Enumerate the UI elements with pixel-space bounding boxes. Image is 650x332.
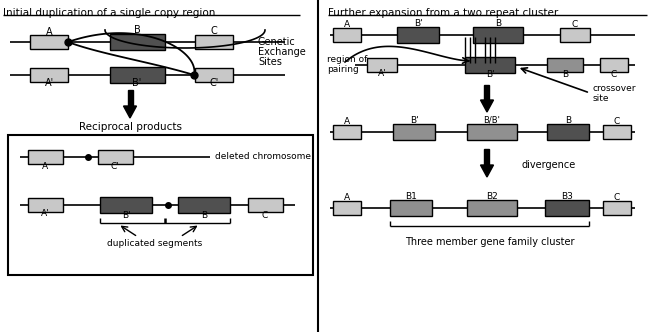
Bar <box>30 35 68 49</box>
Bar <box>465 57 515 73</box>
Bar <box>178 197 230 213</box>
Text: C: C <box>211 26 217 36</box>
Bar <box>110 34 165 50</box>
Bar <box>467 200 517 216</box>
Text: B': B' <box>122 210 130 219</box>
Text: Genetic: Genetic <box>258 37 296 47</box>
Bar <box>30 68 68 82</box>
Polygon shape <box>480 165 493 177</box>
Text: B: B <box>134 25 140 35</box>
Bar <box>484 85 489 100</box>
Text: A: A <box>344 193 350 202</box>
Text: C: C <box>614 117 620 125</box>
Text: B': B' <box>486 69 494 78</box>
Text: Further expansion from a two repeat cluster: Further expansion from a two repeat clus… <box>328 8 558 18</box>
Text: B': B' <box>410 116 419 124</box>
Bar <box>547 124 589 140</box>
Text: site: site <box>593 94 610 103</box>
Text: A: A <box>46 27 52 37</box>
Bar <box>333 28 361 42</box>
Bar <box>195 35 233 49</box>
Text: A: A <box>344 20 350 29</box>
Polygon shape <box>480 100 493 112</box>
Bar <box>195 68 233 82</box>
Text: A: A <box>42 161 48 171</box>
Text: C': C' <box>209 78 218 88</box>
Bar <box>484 149 489 165</box>
Bar <box>473 27 523 43</box>
Text: B: B <box>495 19 501 28</box>
Bar <box>367 58 397 72</box>
Bar <box>545 200 589 216</box>
Bar <box>600 58 628 72</box>
Bar <box>8 135 313 275</box>
Text: C: C <box>262 210 268 219</box>
Text: B: B <box>201 210 207 219</box>
Bar <box>28 198 63 212</box>
Bar <box>603 125 631 139</box>
Bar <box>397 27 439 43</box>
Text: divergence: divergence <box>522 160 577 170</box>
Text: Three member gene family cluster: Three member gene family cluster <box>405 237 575 247</box>
Text: A: A <box>344 117 350 125</box>
Bar <box>333 201 361 215</box>
Text: Reciprocal products: Reciprocal products <box>79 122 181 132</box>
Bar <box>547 58 583 72</box>
Text: B: B <box>562 69 568 78</box>
Text: B2: B2 <box>486 192 498 201</box>
Text: Exchange: Exchange <box>258 47 306 57</box>
Bar <box>603 201 631 215</box>
Text: deleted chromosome: deleted chromosome <box>215 151 311 160</box>
Bar <box>248 198 283 212</box>
Bar <box>390 200 432 216</box>
Text: B1: B1 <box>405 192 417 201</box>
Bar <box>393 124 435 140</box>
Text: A': A' <box>378 68 386 77</box>
Text: Sites: Sites <box>258 57 282 67</box>
Text: pairing: pairing <box>327 64 359 73</box>
Text: duplicated segments: duplicated segments <box>107 238 203 247</box>
Text: B: B <box>565 116 571 124</box>
Text: A': A' <box>41 209 49 218</box>
Text: C: C <box>614 193 620 202</box>
Polygon shape <box>124 106 136 118</box>
Bar <box>467 124 517 140</box>
Bar <box>98 150 133 164</box>
Text: A': A' <box>44 78 53 88</box>
Bar <box>333 125 361 139</box>
Text: B3: B3 <box>561 192 573 201</box>
Text: Initial duplication of a single copy region: Initial duplication of a single copy reg… <box>3 8 215 18</box>
Bar <box>127 90 133 106</box>
Text: B': B' <box>133 78 142 88</box>
Bar <box>560 28 590 42</box>
Text: C': C' <box>111 161 120 171</box>
Bar <box>110 67 165 83</box>
Text: C: C <box>611 69 617 78</box>
Bar <box>100 197 152 213</box>
Text: region of: region of <box>327 54 367 63</box>
Text: B': B' <box>413 19 423 28</box>
Text: C: C <box>572 20 578 29</box>
Text: crossover: crossover <box>593 84 636 93</box>
Text: B/B': B/B' <box>484 116 501 124</box>
Bar <box>28 150 63 164</box>
